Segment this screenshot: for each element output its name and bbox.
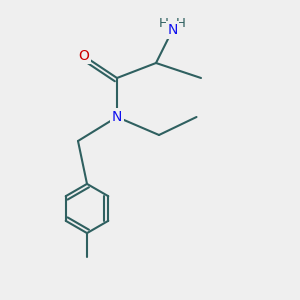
Text: N: N <box>112 110 122 124</box>
Text: H: H <box>159 17 169 30</box>
Text: H: H <box>176 17 186 30</box>
Text: O: O <box>79 49 89 62</box>
Text: N: N <box>167 23 178 37</box>
